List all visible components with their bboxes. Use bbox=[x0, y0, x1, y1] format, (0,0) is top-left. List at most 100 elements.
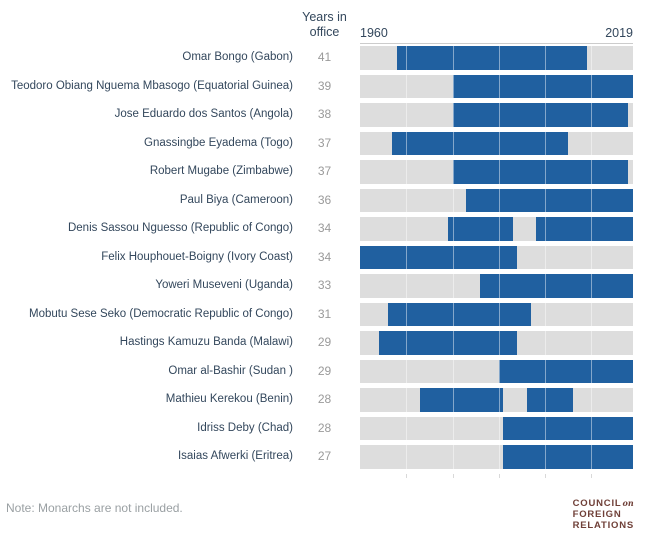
decade-gridline bbox=[498, 74, 500, 98]
decade-gridline bbox=[591, 331, 593, 355]
decade-gridline bbox=[591, 388, 593, 412]
decade-gridline bbox=[406, 46, 408, 70]
decade-gridline bbox=[545, 103, 547, 127]
decade-gridline bbox=[591, 188, 593, 212]
leader-row: Idriss Deby (Chad) 28 bbox=[0, 416, 660, 440]
timeline-track bbox=[360, 74, 633, 98]
years-in-office-value: 38 bbox=[317, 107, 332, 121]
term-bar-segment bbox=[420, 388, 504, 412]
decade-gridline bbox=[406, 274, 408, 298]
leader-row: Hastings Kamuzu Banda (Malawi) 29 bbox=[0, 331, 660, 355]
decade-gridline bbox=[452, 46, 454, 70]
years-in-office-column-header: Years in office bbox=[302, 9, 347, 40]
decade-gridline bbox=[498, 217, 500, 241]
decade-gridline bbox=[591, 274, 593, 298]
leader-name-label: Idriss Deby (Chad) bbox=[197, 421, 293, 434]
cfr-logo: COUNCILon FOREIGN RELATIONS bbox=[573, 498, 634, 531]
years-in-office-value: 27 bbox=[317, 449, 332, 463]
decade-gridline bbox=[545, 331, 547, 355]
years-in-office-value: 28 bbox=[317, 392, 332, 406]
timeline-track bbox=[360, 445, 633, 469]
decade-gridline bbox=[406, 359, 408, 383]
term-bar-segment bbox=[480, 274, 633, 298]
years-in-office-value: 39 bbox=[317, 78, 332, 93]
term-bar-segment bbox=[535, 217, 633, 241]
term-bar-segment bbox=[498, 359, 633, 383]
leader-name-label: Gnassingbe Eyadema (Togo) bbox=[144, 136, 293, 149]
leader-name-label: Mobutu Sese Seko (Democratic Republic of… bbox=[29, 307, 293, 320]
timeline-track bbox=[360, 103, 633, 127]
years-in-office-value: 29 bbox=[317, 363, 332, 378]
decade-gridline bbox=[406, 302, 408, 326]
decade-gridline bbox=[452, 245, 454, 269]
decade-gridline bbox=[452, 416, 454, 440]
term-bar-segment bbox=[392, 131, 569, 155]
years-in-office-value: 33 bbox=[317, 278, 332, 292]
decade-gridline bbox=[406, 445, 408, 469]
decade-gridline bbox=[591, 74, 593, 98]
logo-on-word: on bbox=[622, 498, 634, 508]
leader-row: Mobutu Sese Seko (Democratic Republic of… bbox=[0, 302, 660, 326]
decade-gridline bbox=[545, 274, 547, 298]
leader-name-label: Denis Sassou Nguesso (Republic of Congo) bbox=[67, 222, 293, 234]
decade-gridline bbox=[406, 416, 408, 440]
term-bar-segment bbox=[397, 46, 587, 70]
leader-name-label: Omar al-Bashir (Sudan ) bbox=[168, 364, 293, 377]
decade-gridline bbox=[452, 131, 454, 155]
decade-gridline bbox=[545, 302, 547, 326]
decade-gridline bbox=[591, 160, 593, 184]
decade-gridline bbox=[545, 131, 547, 155]
decade-gridline bbox=[406, 217, 408, 241]
decade-gridline bbox=[498, 445, 500, 469]
timeline-track bbox=[360, 331, 633, 355]
term-bar-segment bbox=[466, 188, 633, 212]
decade-gridline bbox=[498, 302, 500, 326]
decade-gridline bbox=[452, 445, 454, 469]
timeline-track bbox=[360, 245, 633, 269]
leader-name-label: Robert Mugabe (Zimbabwe) bbox=[149, 165, 293, 177]
chart-header: Years in office 1960 2019 bbox=[0, 0, 660, 44]
decade-gridline bbox=[498, 274, 500, 298]
decade-gridline bbox=[591, 46, 593, 70]
decade-gridline bbox=[591, 245, 593, 269]
timeline-track bbox=[360, 217, 633, 241]
timeline-track bbox=[360, 274, 633, 298]
leader-row: Felix Houphouet-Boigny (Ivory Coast) 34 bbox=[0, 245, 660, 269]
decade-gridline bbox=[498, 103, 500, 127]
leader-row: Mathieu Kerekou (Benin) 28 bbox=[0, 388, 660, 412]
decade-gridline bbox=[545, 359, 547, 383]
timeline-track bbox=[360, 46, 633, 70]
years-in-office-value: 31 bbox=[317, 306, 332, 321]
time-axis: 1960 2019 bbox=[360, 26, 633, 44]
decade-gridline bbox=[591, 103, 593, 127]
decade-gridline bbox=[498, 131, 500, 155]
leader-name-label: Teodoro Obiang Nguema Mbasogo (Equatoria… bbox=[11, 79, 293, 92]
decade-gridline bbox=[452, 188, 454, 212]
leader-name-label: Hastings Kamuzu Banda (Malawi) bbox=[119, 336, 293, 348]
term-bar-segment bbox=[378, 331, 518, 355]
timeline-track bbox=[360, 302, 633, 326]
leader-row: Isaias Afwerki (Eritrea) 27 bbox=[0, 445, 660, 469]
decade-gridline bbox=[591, 217, 593, 241]
decade-gridline bbox=[498, 416, 500, 440]
term-bar-segment bbox=[360, 245, 518, 269]
decade-gridline bbox=[591, 359, 593, 383]
leader-name-label: Omar Bongo (Gabon) bbox=[182, 51, 293, 63]
term-bar-segment bbox=[452, 160, 629, 184]
term-bar-segment bbox=[452, 103, 629, 127]
axis-end-year: 2019 bbox=[605, 26, 633, 40]
decade-gridline bbox=[591, 416, 593, 440]
decade-gridline bbox=[498, 388, 500, 412]
term-bar-segment bbox=[387, 302, 532, 326]
decade-gridline bbox=[406, 188, 408, 212]
years-in-office-value: 37 bbox=[317, 164, 332, 178]
decade-gridline bbox=[452, 160, 454, 184]
decade-gridline bbox=[498, 46, 500, 70]
term-bar-segment bbox=[526, 388, 573, 412]
years-in-office-value: 36 bbox=[317, 192, 332, 207]
years-in-office-value: 28 bbox=[317, 420, 332, 435]
decade-gridline bbox=[406, 103, 408, 127]
leader-row: Robert Mugabe (Zimbabwe) 37 bbox=[0, 160, 660, 184]
leader-row: Denis Sassou Nguesso (Republic of Congo)… bbox=[0, 217, 660, 241]
decade-gridline bbox=[591, 131, 593, 155]
